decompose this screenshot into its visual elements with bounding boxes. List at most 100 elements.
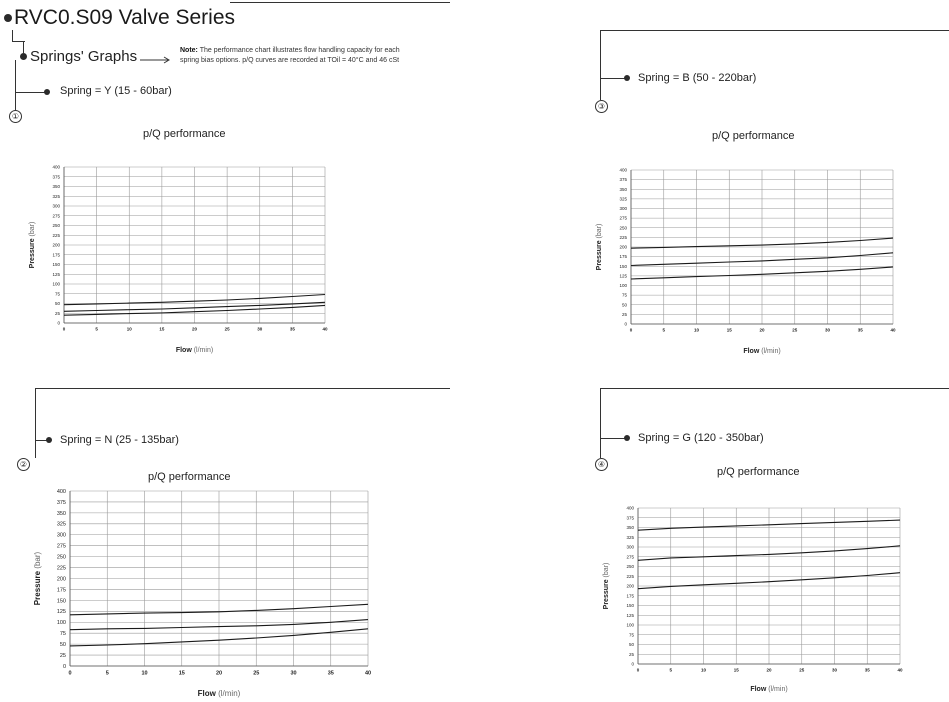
y-axis-title-bold: Pressure	[603, 579, 610, 609]
y-tick-label: 75	[629, 632, 635, 637]
y-tick-label: 50	[55, 301, 61, 306]
y-tick-label: 225	[52, 233, 60, 238]
panel2-top-rule	[35, 388, 450, 389]
pq-curve-1	[637, 519, 901, 531]
note-text-line1: The performance chart illustrates flow h…	[197, 47, 400, 54]
panel4-number-badge: ④	[595, 458, 608, 471]
panel4-connector-horizontal	[600, 438, 626, 439]
arrow-right-icon	[140, 52, 172, 70]
y-tick-label: 250	[52, 223, 60, 228]
x-tick-label: 15	[159, 327, 165, 332]
y-tick-label: 125	[57, 609, 66, 615]
y-axis-title-unit: (bar)	[29, 222, 36, 239]
panel3-connector-vertical	[600, 30, 601, 100]
x-tick-label: 25	[225, 327, 231, 332]
subtitle-bullet-dot	[20, 53, 27, 60]
header-rule	[230, 2, 450, 3]
y-tick-label: 350	[626, 525, 634, 530]
x-tick-label: 20	[192, 327, 198, 332]
y-tick-label: 250	[619, 225, 627, 230]
x-tick-label: 35	[858, 328, 864, 333]
panel1-connector-vertical	[15, 60, 16, 110]
y-tick-label: 225	[57, 565, 66, 571]
y-tick-label: 25	[629, 652, 635, 657]
y-tick-label: 100	[619, 283, 627, 288]
x-tick-label: 30	[825, 328, 831, 333]
performance-note: Note: The performance chart illustrates …	[180, 46, 400, 66]
panel2-connector-horizontal	[35, 440, 48, 441]
y-tick-label: 25	[622, 312, 628, 317]
y-tick-label: 150	[52, 262, 60, 267]
x-axis-title-bold: Flow	[176, 347, 192, 354]
header-connector-vertical	[12, 30, 13, 42]
x-tick-label: 35	[865, 668, 871, 673]
x-tick-label: 5	[106, 671, 109, 677]
note-text-line2: spring bias options. p/Q curves are reco…	[180, 57, 400, 64]
panel4-top-rule	[600, 388, 949, 389]
chart-spring-b: 0255075100125150175200225250275300325350…	[596, 168, 896, 355]
header-connector-horizontal	[12, 41, 25, 42]
y-tick-label: 400	[52, 165, 60, 170]
x-tick-label: 40	[365, 671, 371, 677]
y-tick-label: 350	[52, 184, 60, 189]
pq-curve-1	[69, 603, 369, 616]
x-axis-title-unit: (l/min)	[216, 689, 241, 698]
panel3-spring-label: Spring = B (50 - 220bar)	[638, 72, 757, 84]
y-tick-label: 100	[626, 623, 634, 628]
panel1-number-badge: ①	[9, 110, 22, 123]
y-tick-label: 175	[619, 254, 627, 259]
x-tick-label: 10	[141, 671, 147, 677]
y-tick-label: 375	[57, 500, 66, 506]
y-tick-label: 325	[52, 194, 60, 199]
panel3-top-rule	[600, 30, 949, 31]
y-tick-label: 150	[619, 264, 627, 269]
y-tick-label: 225	[626, 574, 634, 579]
y-tick-label: 250	[626, 564, 634, 569]
panel3-connector-horizontal	[600, 78, 626, 79]
y-tick-label: 325	[626, 535, 634, 540]
y-axis-title: Pressure (bar)	[603, 563, 610, 610]
x-tick-label: 5	[669, 668, 672, 673]
y-tick-label: 125	[52, 272, 60, 277]
panel1-bullet-dot	[44, 89, 50, 95]
pq-curve-3	[69, 628, 369, 647]
y-axis-title: Pressure (bar)	[33, 551, 42, 605]
pq-curve-2	[637, 545, 901, 561]
x-tick-label: 20	[216, 671, 222, 677]
y-tick-label: 175	[52, 252, 60, 257]
y-tick-label: 400	[619, 168, 627, 173]
pq-curve-3	[63, 304, 326, 316]
subtitle-connector	[23, 41, 24, 54]
y-tick-label: 150	[57, 598, 66, 604]
x-tick-label: 10	[701, 668, 707, 673]
pq-curve-2	[630, 252, 894, 267]
x-tick-label: 25	[799, 668, 805, 673]
y-tick-label: 125	[619, 273, 627, 278]
x-tick-label: 30	[257, 327, 263, 332]
y-tick-label: 275	[52, 213, 60, 218]
panel2-spring-label: Spring = N (25 - 135bar)	[60, 434, 179, 446]
panel4-spring-label: Spring = G (120 - 350bar)	[638, 432, 764, 444]
x-tick-label: 0	[63, 327, 66, 332]
x-tick-label: 0	[630, 328, 633, 333]
panel1-chart-title: p/Q performance	[143, 128, 226, 140]
y-tick-label: 250	[57, 555, 66, 561]
note-label: Note:	[180, 47, 198, 54]
y-tick-label: 300	[57, 533, 66, 539]
y-tick-label: 100	[52, 282, 60, 287]
x-tick-label: 0	[637, 668, 640, 673]
x-tick-label: 40	[897, 668, 903, 673]
y-tick-label: 300	[626, 545, 634, 550]
y-tick-label: 350	[57, 511, 66, 517]
y-tick-label: 175	[626, 593, 634, 598]
x-axis-title: Flow (l/min)	[750, 686, 787, 693]
x-tick-label: 20	[759, 328, 765, 333]
x-tick-label: 15	[179, 671, 185, 677]
y-tick-label: 50	[60, 642, 66, 648]
x-axis-title-bold: Flow	[198, 689, 217, 698]
y-tick-label: 275	[626, 554, 634, 559]
x-axis-title-unit: (l/min)	[759, 348, 780, 355]
x-tick-label: 35	[290, 327, 296, 332]
y-tick-label: 325	[57, 522, 66, 528]
y-axis-title-unit: (bar)	[603, 563, 610, 580]
